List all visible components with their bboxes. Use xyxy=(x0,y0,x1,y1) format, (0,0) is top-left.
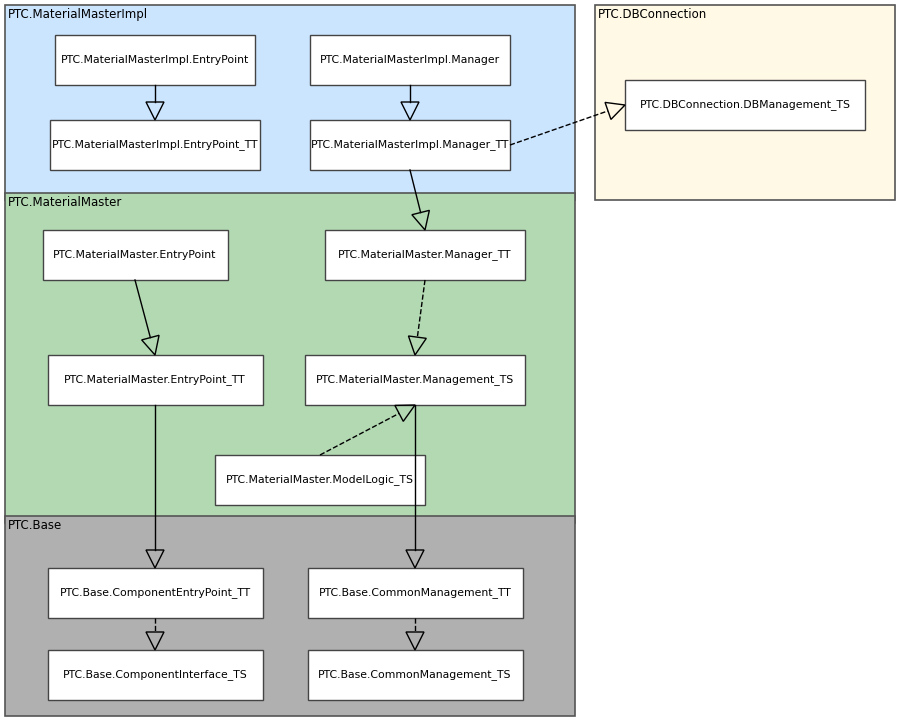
Text: PTC.DBConnection: PTC.DBConnection xyxy=(598,8,707,21)
Bar xyxy=(48,568,262,618)
Text: PTC.MaterialMaster.EntryPoint_TT: PTC.MaterialMaster.EntryPoint_TT xyxy=(64,374,246,386)
Bar xyxy=(307,650,523,700)
Text: PTC.Base.CommonManagement_TT: PTC.Base.CommonManagement_TT xyxy=(319,588,512,598)
Text: PTC.Base.ComponentInterface_TS: PTC.Base.ComponentInterface_TS xyxy=(63,670,248,681)
Bar xyxy=(310,35,510,85)
Bar xyxy=(307,568,523,618)
Text: PTC.MaterialMaster.EntryPoint: PTC.MaterialMaster.EntryPoint xyxy=(53,250,216,260)
Text: PTC.MaterialMasterImpl: PTC.MaterialMasterImpl xyxy=(8,8,148,21)
Bar xyxy=(310,120,510,170)
Bar xyxy=(42,230,227,280)
Text: PTC.MaterialMaster: PTC.MaterialMaster xyxy=(8,196,123,209)
Bar xyxy=(5,5,575,200)
Bar xyxy=(305,355,525,405)
Text: PTC.MaterialMaster.Manager_TT: PTC.MaterialMaster.Manager_TT xyxy=(338,249,512,260)
Text: PTC.MaterialMaster.ModelLogic_TS: PTC.MaterialMaster.ModelLogic_TS xyxy=(226,474,414,485)
Text: PTC.MaterialMaster.Management_TS: PTC.MaterialMaster.Management_TS xyxy=(316,374,514,386)
Bar xyxy=(215,455,425,505)
Bar xyxy=(48,650,262,700)
Text: PTC.MaterialMasterImpl.Manager: PTC.MaterialMasterImpl.Manager xyxy=(320,55,500,65)
Text: PTC.DBConnection.DBManagement_TS: PTC.DBConnection.DBManagement_TS xyxy=(640,99,851,110)
Bar xyxy=(625,80,865,130)
Bar xyxy=(5,516,575,716)
Bar xyxy=(325,230,525,280)
Bar xyxy=(50,120,260,170)
Text: PTC.Base: PTC.Base xyxy=(8,519,62,532)
Text: PTC.Base.CommonManagement_TS: PTC.Base.CommonManagement_TS xyxy=(318,670,512,681)
Bar xyxy=(48,355,262,405)
Bar xyxy=(55,35,255,85)
Text: PTC.MaterialMasterImpl.Manager_TT: PTC.MaterialMasterImpl.Manager_TT xyxy=(311,140,509,151)
Text: PTC.Base.ComponentEntryPoint_TT: PTC.Base.ComponentEntryPoint_TT xyxy=(59,588,250,598)
Text: PTC.MaterialMasterImpl.EntryPoint_TT: PTC.MaterialMasterImpl.EntryPoint_TT xyxy=(51,140,259,151)
Text: PTC.MaterialMasterImpl.EntryPoint: PTC.MaterialMasterImpl.EntryPoint xyxy=(61,55,249,65)
Bar xyxy=(595,5,895,200)
Bar xyxy=(5,193,575,523)
